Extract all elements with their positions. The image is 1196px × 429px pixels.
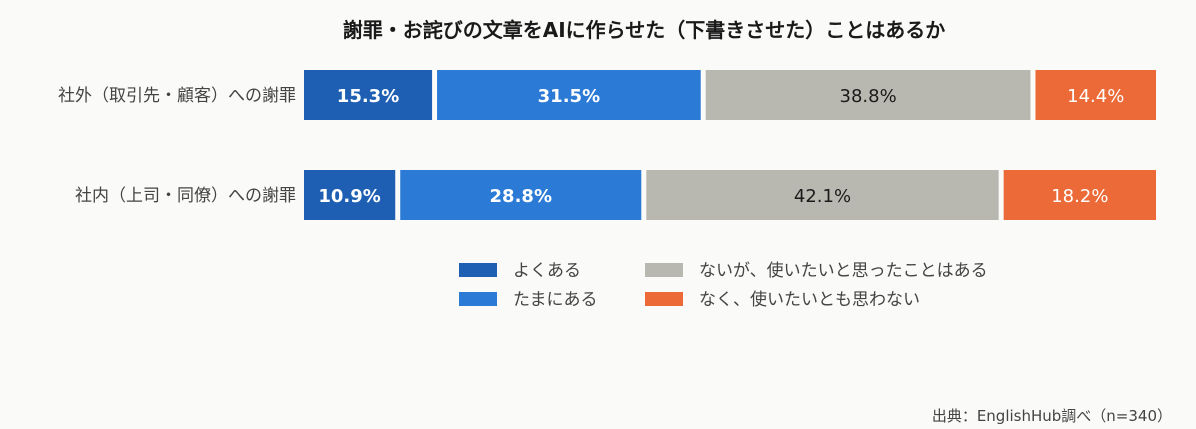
bars-layer: 社外（取引先・顧客）への謝罪 15.3% 31.5% 38.8% 14.4% 社内（上司・… xyxy=(58,70,1156,220)
bar-segment xyxy=(1003,170,1156,220)
bar-segment xyxy=(304,70,433,120)
bar-segment xyxy=(437,70,701,120)
legend-label: ないが、使いたいと思ったことはある xyxy=(699,260,988,281)
data-label: 14.4% xyxy=(1067,86,1124,107)
bar-segment xyxy=(1035,70,1156,120)
legend-swatch xyxy=(645,292,683,306)
bar-segment xyxy=(646,170,999,220)
data-label: 18.2% xyxy=(1051,186,1108,207)
legend-swatch xyxy=(459,292,497,306)
category-label: 社内（上司・同僚）への謝罪 xyxy=(75,186,296,206)
bar-segment xyxy=(705,70,1031,120)
legend-swatch xyxy=(645,263,683,277)
chart-title: 謝罪・お詫びの文章をAIに作らせた（下書きさせた）ことはあるか xyxy=(343,18,946,42)
source-note: 出典：EnglishHub調べ（n=340） xyxy=(932,407,1172,425)
legend-label: たまにある xyxy=(513,290,598,310)
bar-segment xyxy=(304,170,396,220)
category-label: 社外（取引先・顧客）への謝罪 xyxy=(58,86,296,106)
data-label: 10.9% xyxy=(318,186,380,207)
data-label: 28.8% xyxy=(490,186,552,207)
legend-swatch xyxy=(459,263,497,277)
data-label: 31.5% xyxy=(538,86,600,107)
legend-label: よくある xyxy=(513,261,581,281)
data-label: 38.8% xyxy=(840,86,897,107)
legend-label: なく、使いたいとも思わない xyxy=(699,289,920,310)
data-label: 15.3% xyxy=(337,86,399,107)
data-label: 42.1% xyxy=(794,186,851,207)
bar-segment xyxy=(400,170,642,220)
